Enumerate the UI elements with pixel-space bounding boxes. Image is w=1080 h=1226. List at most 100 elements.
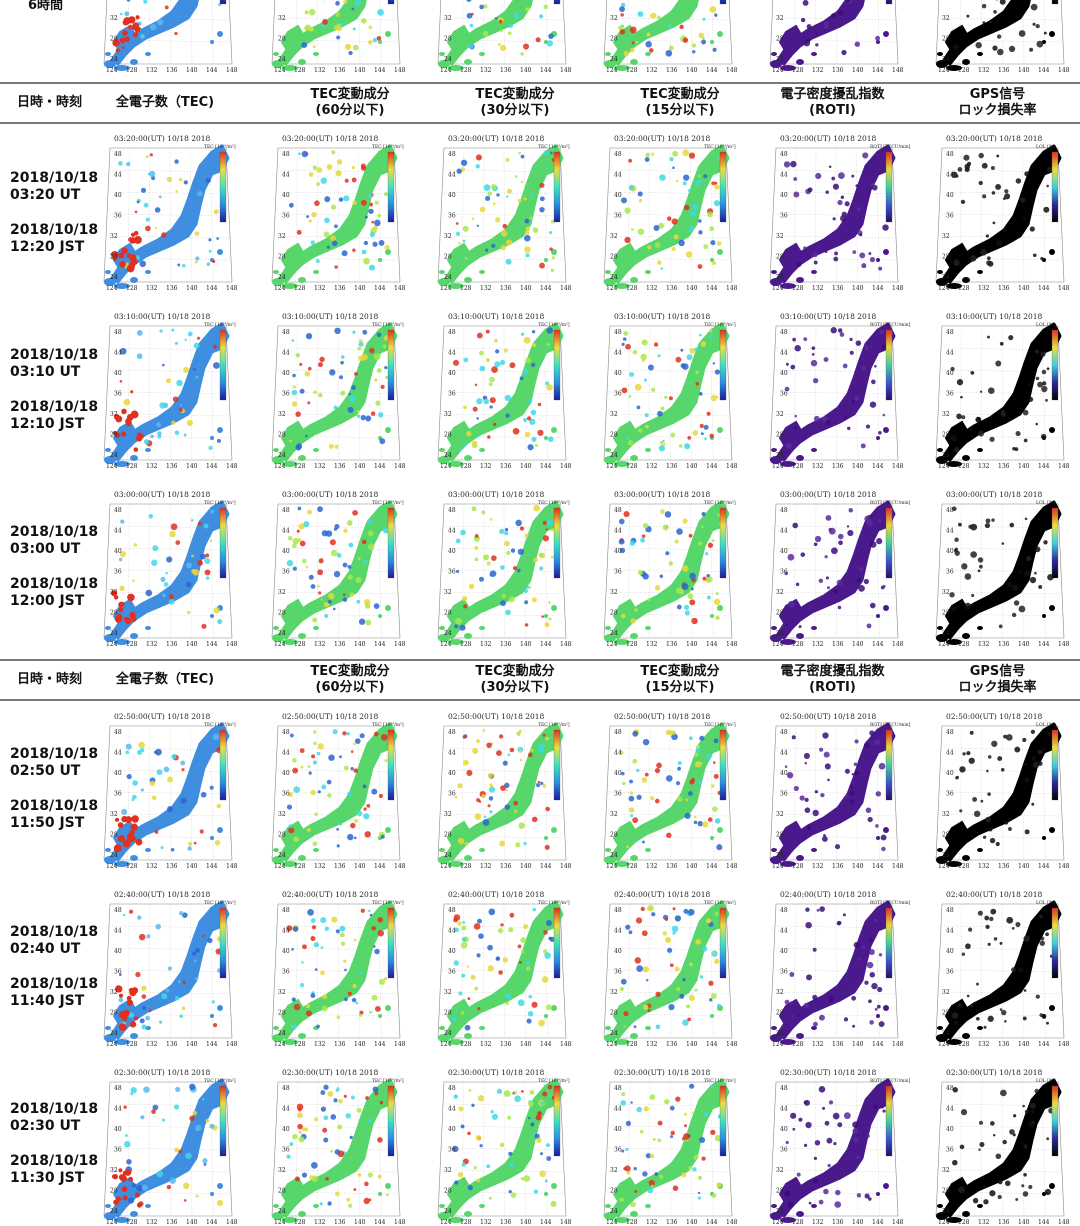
data-speckle — [126, 1159, 132, 1165]
data-speckle — [359, 971, 363, 975]
data-speckle — [336, 13, 340, 17]
x-tick-label: 144 — [206, 1041, 218, 1048]
data-speckle — [536, 1138, 541, 1143]
data-speckle — [490, 518, 493, 521]
tec-high-patch — [114, 844, 122, 852]
data-speckle — [957, 379, 963, 385]
data-speckle — [493, 423, 496, 426]
data-speckle — [813, 1022, 818, 1027]
data-speckle — [505, 528, 508, 531]
data-speckle — [352, 510, 358, 516]
data-speckle — [704, 425, 709, 430]
header-dtec60: TEC変動成分(60分以下) — [275, 84, 425, 122]
map-title: 02:40:00(UT) 10/18 2018 — [448, 890, 545, 899]
y-tick-label: 40 — [946, 548, 954, 555]
data-speckle — [470, 24, 474, 28]
data-speckle — [318, 743, 324, 749]
y-tick-label: 24 — [610, 274, 618, 281]
data-speckle — [362, 330, 367, 335]
data-speckle — [519, 822, 525, 828]
island — [378, 1192, 382, 1196]
data-speckle — [847, 427, 850, 430]
y-tick-label: 32 — [110, 411, 118, 418]
x-tick-label: 128 — [126, 863, 138, 870]
data-speckle — [461, 974, 465, 978]
tec-high-patch — [127, 265, 135, 273]
y-tick-label: 32 — [942, 811, 950, 818]
data-speckle — [370, 914, 373, 917]
island — [145, 626, 151, 630]
data-speckle — [379, 240, 385, 246]
data-speckle — [826, 1138, 832, 1144]
y-tick-label: 36 — [946, 969, 954, 976]
data-speckle — [805, 807, 811, 813]
data-speckle — [309, 1175, 314, 1180]
y-tick-label: 24 — [776, 452, 784, 459]
data-speckle — [125, 751, 129, 755]
data-speckle — [302, 944, 307, 949]
data-speckle — [1002, 542, 1005, 545]
data-speckle — [812, 995, 817, 1000]
data-speckle — [295, 411, 301, 417]
data-speckle — [693, 1156, 698, 1161]
data-speckle — [689, 736, 693, 740]
data-speckle — [469, 1089, 472, 1092]
data-speckle — [814, 261, 818, 265]
island — [977, 52, 983, 56]
data-speckle — [851, 996, 856, 1001]
x-tick-label: 148 — [892, 863, 904, 870]
data-speckle — [864, 742, 869, 747]
data-speckle — [474, 546, 478, 550]
data-speckle — [982, 4, 987, 9]
x-tick-label: 136 — [166, 67, 178, 74]
map-title: 02:30:00(UT) 10/18 2018 — [114, 1068, 211, 1077]
data-speckle — [545, 807, 550, 812]
map-title: 03:20:00(UT) 10/18 2018 — [946, 134, 1043, 143]
data-speckle — [965, 167, 970, 172]
data-speckle — [500, 785, 506, 791]
data-speckle — [118, 161, 123, 166]
data-speckle — [477, 225, 479, 227]
grid-line — [442, 192, 564, 194]
data-speckle — [987, 336, 990, 339]
map-title: 03:20:00(UT) 10/18 2018 — [282, 134, 379, 143]
x-tick-label: 128 — [126, 1041, 138, 1048]
x-tick-label: 136 — [666, 463, 678, 470]
data-speckle — [452, 1017, 457, 1022]
data-speckle — [526, 253, 530, 257]
x-tick-label: 128 — [460, 641, 472, 648]
data-speckle — [517, 569, 521, 573]
data-speckle — [636, 965, 643, 972]
data-speckle — [831, 327, 837, 333]
grid-line — [483, 904, 484, 1038]
grid-line — [981, 1082, 982, 1216]
data-speckle — [970, 551, 977, 558]
y-tick-label: 28 — [942, 254, 950, 261]
data-speckle — [715, 369, 720, 374]
data-speckle — [176, 380, 183, 387]
y-tick-label: 36 — [448, 391, 456, 398]
data-speckle — [633, 350, 638, 355]
data-speckle — [520, 759, 523, 762]
x-tick-label: 128 — [126, 67, 138, 74]
data-speckle — [653, 225, 659, 231]
data-speckle — [955, 548, 958, 551]
data-speckle — [1023, 935, 1030, 942]
island — [313, 52, 319, 56]
data-speckle — [696, 748, 701, 753]
data-speckle — [330, 539, 336, 545]
data-speckle — [682, 363, 689, 370]
data-speckle — [1030, 577, 1036, 583]
data-speckle — [812, 810, 818, 816]
data-speckle — [297, 1112, 303, 1118]
y-tick-label: 44 — [448, 172, 456, 179]
x-tick-label: 124 — [274, 285, 286, 292]
data-speckle — [713, 48, 717, 52]
x-tick-label: 136 — [334, 641, 346, 648]
data-speckle — [365, 1096, 369, 1100]
data-speckle — [123, 1105, 126, 1108]
data-speckle — [532, 817, 538, 823]
